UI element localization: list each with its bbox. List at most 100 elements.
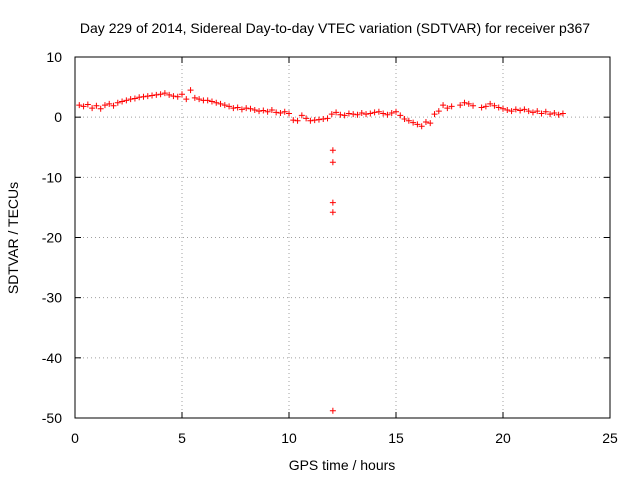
- data-point: [89, 105, 96, 112]
- data-points: [76, 87, 566, 414]
- y-axis-label: SDTVAR / TECUs: [5, 182, 21, 294]
- data-point: [405, 117, 412, 124]
- data-point: [465, 100, 472, 107]
- data-point: [457, 102, 464, 109]
- data-point: [307, 117, 314, 124]
- data-point: [119, 98, 126, 105]
- data-point: [384, 111, 391, 118]
- data-point: [183, 96, 190, 103]
- data-point: [401, 115, 408, 122]
- data-point: [221, 102, 228, 109]
- data-point: [264, 108, 271, 115]
- y-tick-label: -10: [42, 169, 62, 185]
- data-point: [315, 116, 322, 123]
- data-point: [166, 91, 173, 98]
- data-point: [243, 105, 250, 112]
- x-axis-label: GPS time / hours: [289, 457, 396, 473]
- data-point: [268, 106, 275, 113]
- data-point: [114, 99, 121, 106]
- data-point: [487, 100, 494, 107]
- data-point: [213, 99, 220, 106]
- data-point: [461, 99, 468, 106]
- data-point: [397, 112, 404, 119]
- data-point: [337, 111, 344, 118]
- data-point: [354, 111, 361, 118]
- data-point: [251, 106, 258, 113]
- data-point: [551, 109, 558, 116]
- data-point: [260, 107, 267, 114]
- data-point: [238, 106, 245, 113]
- data-point: [525, 108, 532, 115]
- data-point: [329, 199, 336, 206]
- data-point: [298, 112, 305, 119]
- data-point: [174, 93, 181, 100]
- data-point: [542, 108, 549, 115]
- x-tick-label: 15: [388, 430, 404, 446]
- data-point: [324, 115, 331, 122]
- y-tick-label: -50: [42, 410, 62, 426]
- x-tick-label: 25: [602, 430, 618, 446]
- data-point: [230, 105, 237, 112]
- data-point: [375, 108, 382, 115]
- data-point: [144, 93, 151, 100]
- data-point: [170, 93, 177, 100]
- data-point: [414, 121, 421, 128]
- data-point: [76, 102, 83, 109]
- data-point: [393, 108, 399, 115]
- data-point: [256, 108, 263, 115]
- data-point: [534, 108, 541, 115]
- data-point: [508, 108, 515, 115]
- data-point: [495, 104, 502, 111]
- ticks: [74, 56, 611, 419]
- data-point: [320, 115, 327, 122]
- data-point: [149, 92, 156, 99]
- grid: [75, 57, 610, 418]
- data-point: [208, 98, 215, 105]
- data-point: [273, 109, 280, 116]
- chart-title: Day 229 of 2014, Sidereal Day-to-day VTE…: [80, 20, 590, 36]
- data-point: [127, 96, 134, 103]
- data-point: [388, 109, 395, 116]
- data-point: [161, 90, 168, 97]
- data-point: [538, 110, 545, 117]
- data-point: [329, 209, 336, 216]
- data-point: [196, 96, 203, 103]
- y-tick-label: -30: [42, 290, 62, 306]
- data-point: [345, 110, 352, 117]
- data-point: [281, 108, 288, 115]
- data-point: [448, 103, 455, 110]
- data-point: [303, 115, 310, 122]
- data-point: [371, 109, 378, 116]
- data-point: [470, 102, 477, 109]
- data-point: [329, 159, 336, 166]
- y-tick-labels: 10 0 -10 -20 -30 -40 -50: [42, 49, 62, 426]
- data-point: [123, 97, 130, 104]
- data-point: [131, 95, 138, 102]
- data-point: [410, 119, 417, 126]
- x-tick-label: 5: [178, 430, 186, 446]
- data-point: [500, 105, 506, 112]
- data-point: [84, 101, 91, 108]
- data-point: [106, 100, 113, 107]
- data-point: [418, 123, 425, 130]
- data-point: [294, 117, 301, 124]
- data-point: [512, 106, 519, 113]
- data-point: [286, 110, 292, 117]
- data-point: [521, 106, 528, 113]
- data-point: [247, 105, 254, 112]
- data-point: [226, 103, 233, 110]
- data-point: [547, 111, 554, 118]
- data-point: [153, 91, 160, 98]
- data-point: [140, 93, 147, 100]
- data-point: [427, 120, 434, 127]
- x-tick-label: 10: [281, 430, 297, 446]
- data-point: [110, 102, 117, 109]
- data-point: [341, 112, 348, 119]
- data-point: [157, 91, 164, 98]
- data-point: [363, 111, 370, 118]
- x-tick-labels: 0 5 10 15 20 25: [71, 430, 618, 446]
- data-point: [290, 117, 297, 124]
- data-point: [329, 147, 336, 154]
- data-point: [380, 110, 387, 117]
